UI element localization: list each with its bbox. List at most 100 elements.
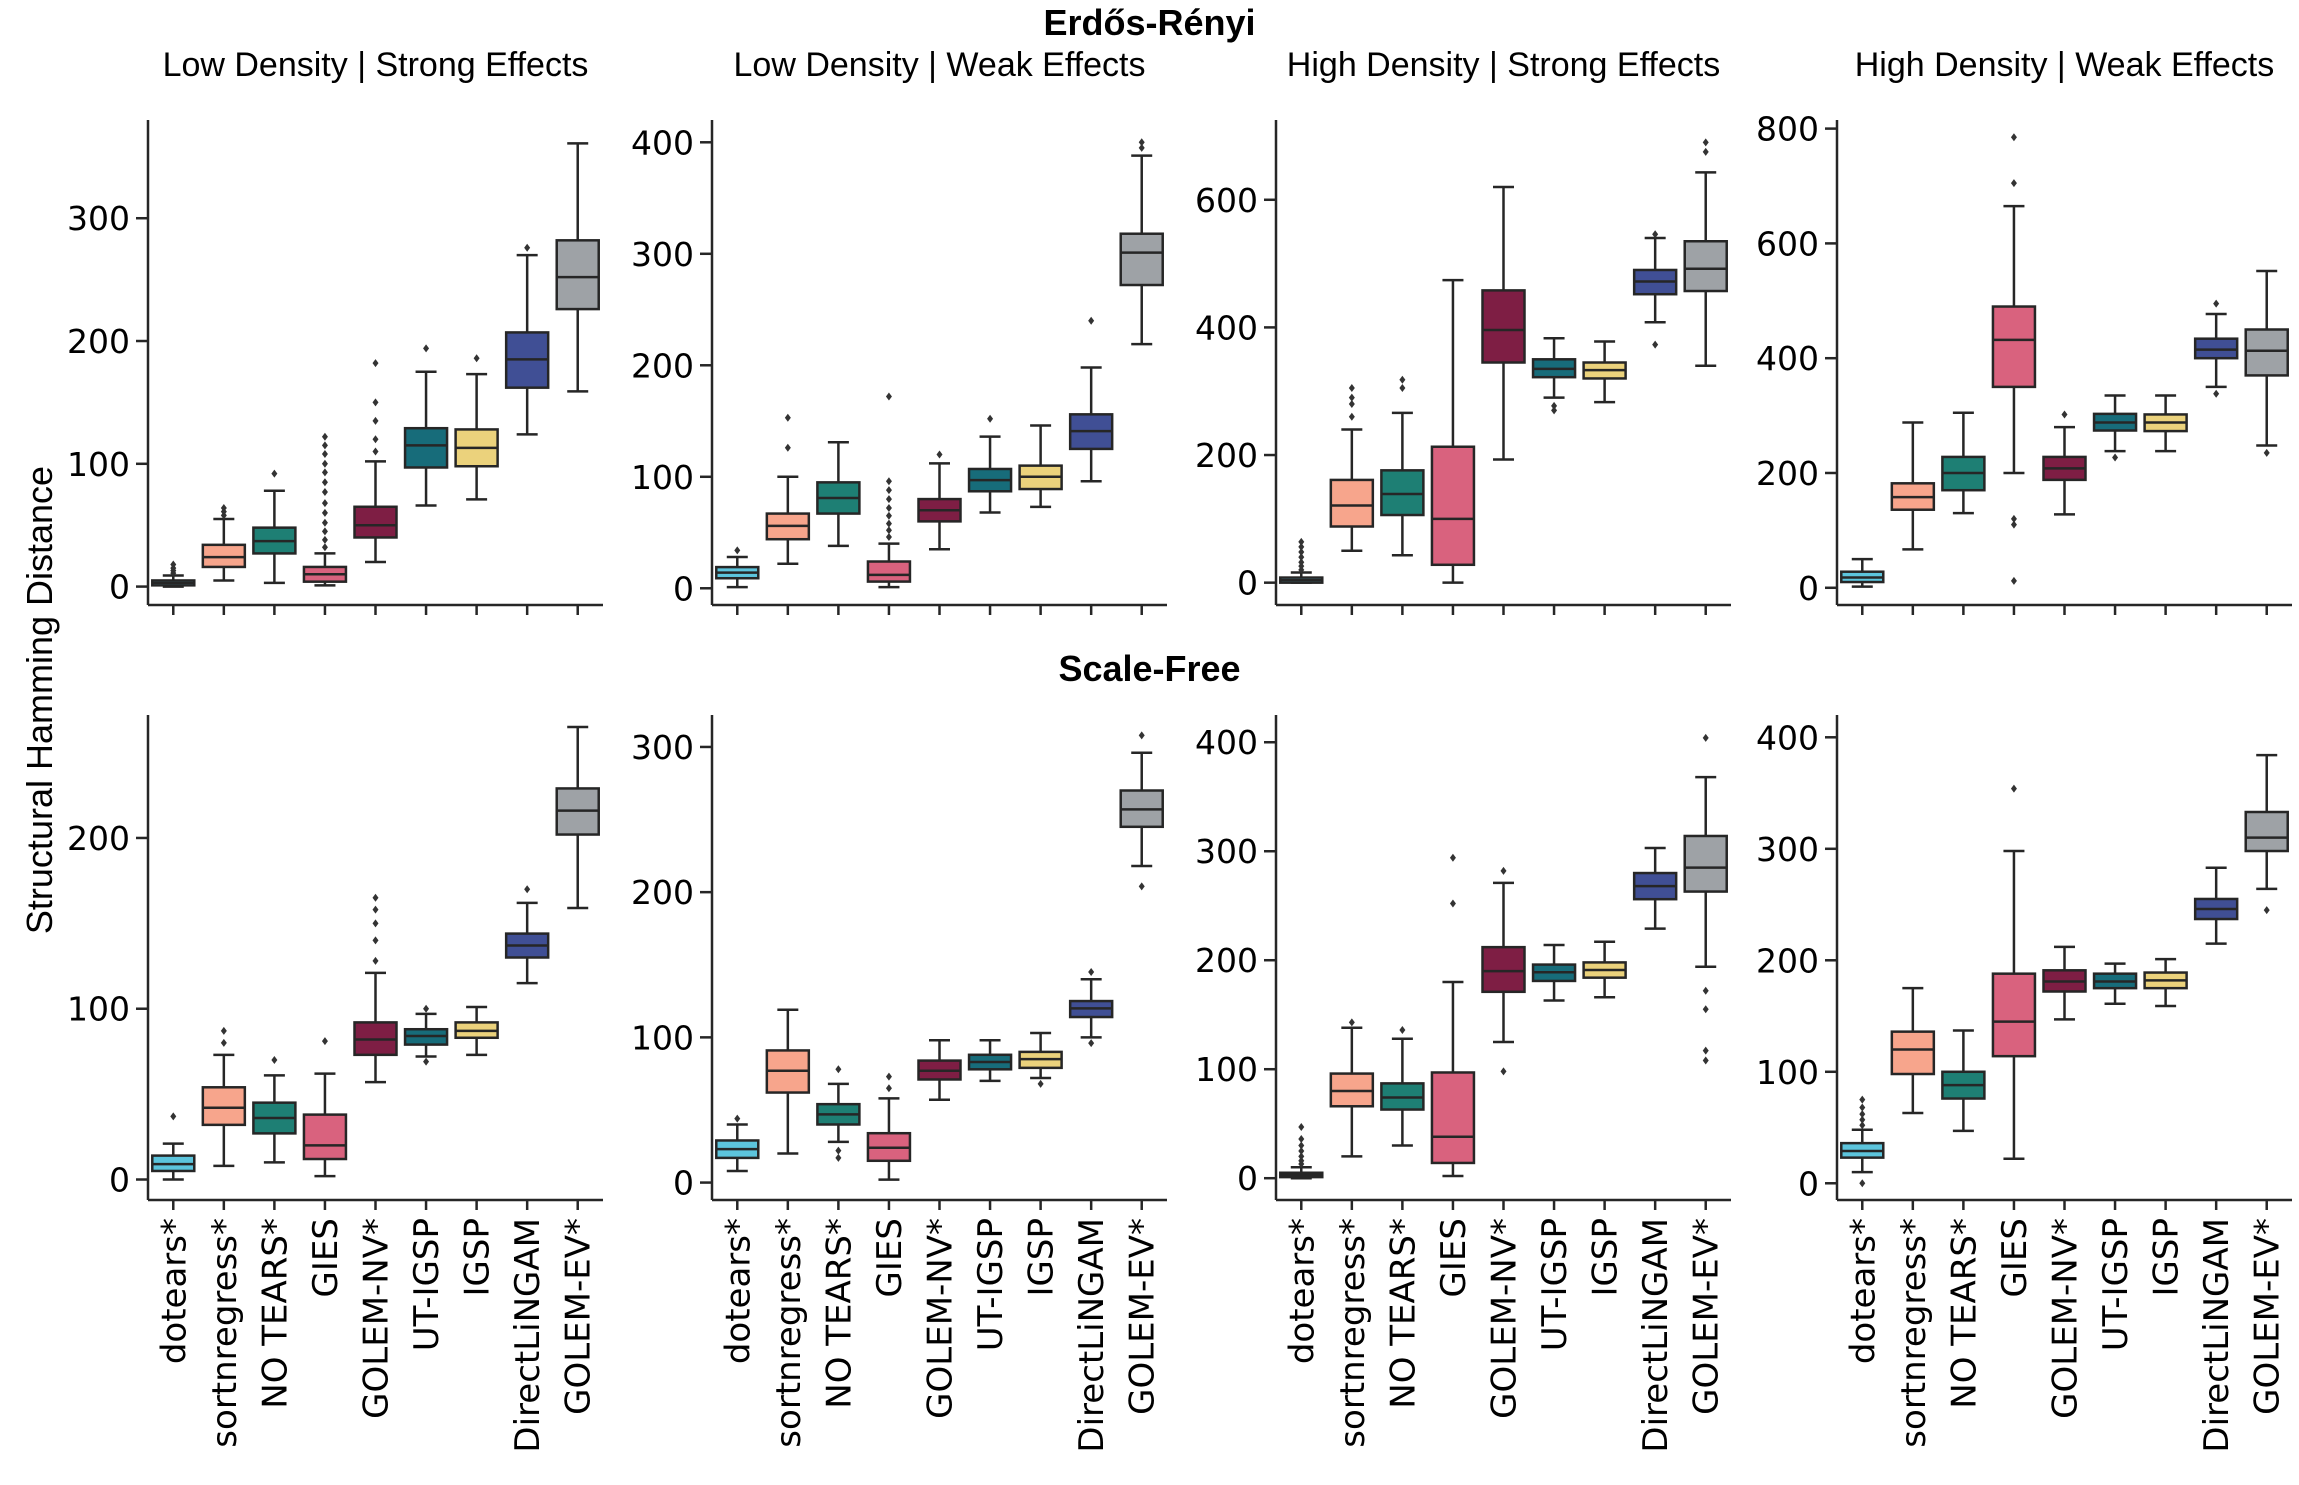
outlier-point [271, 1055, 278, 1064]
outlier-point [1138, 138, 1145, 147]
outlier-point [936, 450, 943, 459]
x-tick-label: GIES [1995, 1218, 2035, 1297]
outlier-point [2263, 906, 2270, 915]
outlier-point [1500, 866, 1507, 875]
outlier-point [2010, 576, 2017, 585]
outlier-point [321, 499, 328, 508]
box-golem-ev [555, 725, 600, 1210]
box-golem-nv [917, 450, 962, 615]
outlier-point [885, 526, 892, 535]
outlier-point [835, 1153, 842, 1162]
iqr-box [1890, 1030, 1936, 1076]
y-tick-label: 100 [631, 458, 694, 497]
box-sortnregress [765, 1008, 811, 1210]
y-tick-label: 200 [67, 322, 130, 361]
box-golem-ev [1683, 733, 1728, 1210]
panel-3: High Density | Strong Effects 0 200 400 600 [1195, 46, 1731, 615]
x-tick-label: GIES [306, 1218, 346, 1297]
x-tick-label: GOLEM-NV* [921, 1218, 961, 1419]
x-tick-label: dotears* [718, 1218, 758, 1364]
iqr-box [1683, 834, 1728, 893]
box-golem-nv [353, 893, 398, 1210]
outlier-point [1298, 558, 1305, 567]
panel-2: Low Density | Weak Effects 0 100 200 300 400 [631, 46, 1167, 615]
outlier-point [885, 532, 892, 541]
x-tick-label: GIES [870, 1218, 910, 1297]
outlier-point [1449, 853, 1456, 862]
outlier-point [784, 413, 791, 422]
x-tick-label: GIES [1434, 1218, 1474, 1297]
y-tick-label: 400 [1756, 718, 1819, 757]
outlier-point [220, 1026, 227, 1035]
outlier-point [1298, 1152, 1305, 1161]
outlier-point [170, 1112, 177, 1121]
x-tick-label: NO TEARS* [1944, 1218, 1984, 1409]
outlier-point [1298, 548, 1305, 557]
box-golem-ev [555, 142, 600, 615]
y-tick-label: 0 [109, 568, 130, 607]
box-dotears [1279, 537, 1324, 615]
x-tick-label: UT-IGSP [971, 1218, 1011, 1351]
outlier-point [2263, 448, 2270, 457]
y-tick-label: 100 [631, 1018, 694, 1057]
outlier-point [1088, 968, 1095, 977]
box-directlingam [504, 885, 550, 1210]
outlier-point [784, 443, 791, 452]
outlier-point [1702, 1046, 1709, 1055]
y-tick-label: 100 [1756, 1053, 1819, 1092]
x-tick-label: UT-IGSP [2096, 1218, 2136, 1351]
outlier-point [321, 468, 328, 477]
box-golem-nv [1481, 866, 1526, 1210]
outlier-point [1551, 406, 1558, 415]
outlier-point [473, 354, 480, 363]
iqr-box [1683, 240, 1728, 293]
outlier-point [1449, 899, 1456, 908]
outlier-point [885, 495, 892, 504]
y-tick-label: 0 [1798, 569, 1819, 608]
outlier-point [1859, 1103, 1866, 1112]
box-gies [1430, 278, 1476, 615]
outlier-point [1138, 143, 1145, 152]
outlier-point [2213, 299, 2220, 308]
outlier-point [271, 469, 278, 478]
box-sortnregress [1890, 986, 1936, 1210]
y-tick-label: 300 [1756, 830, 1819, 869]
y-tick-label: 400 [1195, 723, 1258, 762]
outlier-point [1348, 399, 1355, 408]
outlier-point [2010, 520, 2017, 529]
box-ut-igsp [1531, 943, 1577, 1210]
outlier-point [1702, 1005, 1709, 1014]
panel-title: High Density | Weak Effects [1855, 46, 2275, 84]
x-tick-label: GOLEM-EV* [559, 1218, 599, 1415]
box-sortnregress [201, 1026, 247, 1210]
outlier-point [1298, 542, 1305, 551]
iqr-box [201, 1086, 247, 1127]
x-tick-label: sortnregress* [769, 1218, 809, 1448]
iqr-box [1430, 445, 1476, 567]
outlier-point [987, 414, 994, 423]
outlier-point [885, 477, 892, 486]
panel-8: 0 100 200 300 400 dotears* sortnregress* NO TEA… [1756, 715, 2292, 1453]
outlier-point [321, 432, 328, 441]
box-ut-igsp [967, 414, 1013, 615]
outlier-point [1348, 384, 1355, 393]
box-dotears [715, 546, 760, 615]
y-tick-label: 200 [631, 873, 694, 912]
box-no-tears [1941, 1029, 1986, 1210]
outlier-point [1088, 1039, 1095, 1048]
panel-6: 0 100 200 300 dotears* sortnregress* NO TEARS*… [631, 715, 1167, 1453]
x-tick-label: DirectLiNGAM [1072, 1218, 1112, 1453]
x-tick-label: NO TEARS* [819, 1218, 859, 1409]
iqr-box [403, 426, 449, 469]
outlier-point [1859, 1179, 1866, 1188]
box-sortnregress [1329, 1018, 1375, 1210]
box-no-tears [1941, 411, 1986, 615]
x-tick-label: IGSP [2147, 1218, 2187, 1296]
panel-5: 0 100 200 dotears* sortnregress* NO TEARS* GIE… [67, 715, 603, 1453]
outlier-point [1348, 1018, 1355, 1027]
panel-1: Low Density | Strong Effects 0 100 200 300 [67, 46, 603, 615]
panel-title: Low Density | Weak Effects [734, 46, 1146, 84]
box-directlingam [504, 243, 550, 615]
outlier-point [372, 435, 379, 444]
box-ut-igsp [2092, 394, 2138, 615]
